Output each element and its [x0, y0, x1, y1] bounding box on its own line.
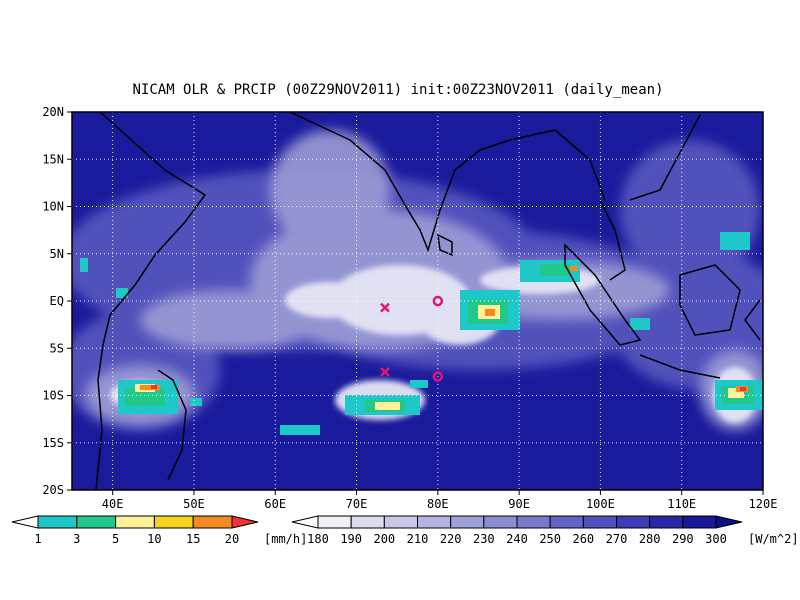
x-marker	[380, 302, 390, 313]
colorbar-label: 270	[606, 532, 628, 546]
colorbar-swatch	[317, 515, 352, 529]
colorbar-swatch	[450, 515, 485, 529]
colorbar-label: 190	[340, 532, 362, 546]
colorbar-swatch	[115, 515, 155, 529]
colorbar-label: 290	[672, 532, 694, 546]
colorbar-label: 300	[705, 532, 727, 546]
cyclone-markers	[380, 295, 444, 382]
colorbar-end-low	[291, 515, 319, 529]
lon-tick-label: 110E	[667, 497, 696, 511]
lat-tick-label: 10S	[42, 389, 64, 403]
lon-tick-label: 80E	[427, 497, 449, 511]
colorbar-label: 20	[225, 532, 239, 546]
colorbar-label: 230	[473, 532, 495, 546]
precip-field	[80, 232, 763, 435]
lon-tick-label: 100E	[586, 497, 615, 511]
colorbar-label: 15	[186, 532, 200, 546]
colorbar-unit: [W/m^2]	[748, 532, 799, 546]
x-marker	[380, 366, 390, 377]
colorbar-end-low	[11, 515, 39, 529]
colorbar-swatch	[682, 515, 717, 529]
colorbar-label: 220	[440, 532, 462, 546]
colorbar-swatch	[616, 515, 651, 529]
colorbar-swatch	[76, 515, 117, 529]
precip-colorbar: 1 3 5 10 15 20 [mm/h]	[11, 515, 307, 546]
lon-tick-label: 40E	[102, 497, 124, 511]
colorbar-label: 280	[639, 532, 661, 546]
colorbar-swatch	[383, 515, 419, 529]
colorbar-label: 250	[539, 532, 561, 546]
colorbar-label: 10	[147, 532, 161, 546]
circle-marker	[432, 295, 444, 307]
lon-tick-label: 120E	[749, 497, 778, 511]
colorbar-swatch	[483, 515, 518, 529]
colorbar-unit: [mm/h]	[264, 532, 307, 546]
lat-tick-label: 20S	[42, 483, 64, 497]
colorbar-end-high	[715, 515, 743, 529]
lat-tick-label: 5N	[50, 247, 64, 261]
map-axes: 40E 50E 60E 70E 80E 90E 100E 110E 120E 20N 15N 10N 5…	[42, 105, 777, 511]
colorbar-end-high	[231, 515, 259, 529]
colorbar-label: 210	[407, 532, 429, 546]
colorbar-swatch	[582, 515, 617, 529]
lon-tick-label: 50E	[183, 497, 205, 511]
colorbar-swatch	[153, 515, 194, 529]
colorbar-label: 5	[112, 532, 119, 546]
circle-marker	[432, 371, 444, 382]
colorbar-swatch	[516, 515, 551, 529]
lon-tick-label: 60E	[264, 497, 286, 511]
coastlines	[95, 112, 761, 490]
colorbar-label: 260	[572, 532, 594, 546]
lon-tick-label: 90E	[508, 497, 530, 511]
colorbar-swatch	[549, 515, 584, 529]
lat-tick-label: 15S	[42, 436, 64, 450]
colorbar-swatch	[417, 515, 452, 529]
lat-tick-label: 15N	[42, 152, 64, 166]
colorbar-swatch	[350, 515, 385, 529]
colorbar-label: 180	[307, 532, 329, 546]
colorbar-label: 200	[373, 532, 395, 546]
colorbar-swatch	[649, 515, 684, 529]
lat-tick-label: 20N	[42, 105, 64, 119]
lat-tick-label: 5S	[50, 341, 64, 355]
lon-tick-label: 70E	[346, 497, 368, 511]
colorbar-swatch	[37, 515, 78, 529]
map-title: NICAM OLR & PRCIP (00Z29NOV2011) init:00…	[132, 82, 663, 98]
colorbar-swatch	[192, 515, 233, 529]
lat-tick-label: 10N	[42, 200, 64, 214]
olr-colorbar: 180 190 200 210 220 230 240 250 260 270 280 290 300 […	[291, 515, 799, 546]
colorbar-label: 1	[34, 532, 41, 546]
colorbar-label: 3	[73, 532, 80, 546]
lat-lon-grid	[72, 112, 763, 490]
lat-tick-label: EQ	[50, 294, 64, 308]
colorbar-label: 240	[506, 532, 528, 546]
